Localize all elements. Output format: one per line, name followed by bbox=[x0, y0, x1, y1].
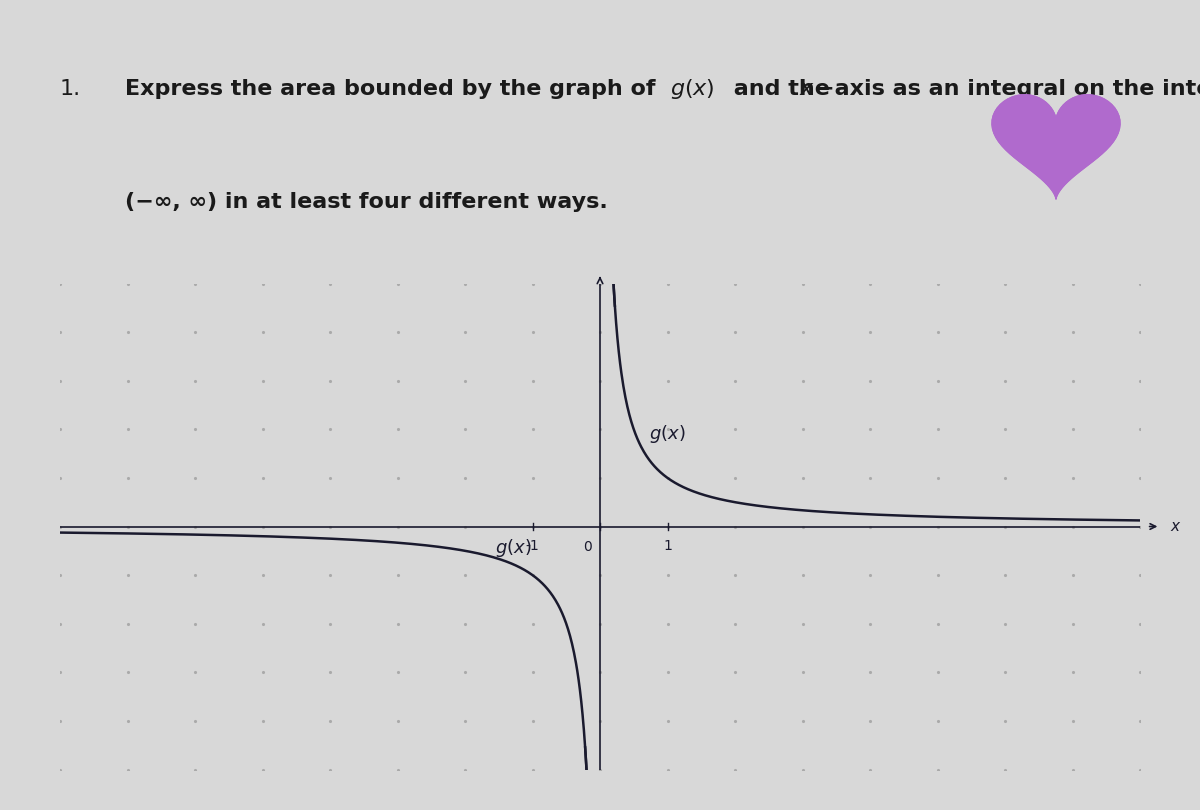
Text: $g(x)$: $g(x)$ bbox=[670, 77, 715, 101]
Text: $g(x)$: $g(x)$ bbox=[649, 423, 685, 445]
Text: $x$: $x$ bbox=[799, 79, 815, 99]
Text: and the: and the bbox=[726, 79, 838, 99]
Text: 1.: 1. bbox=[60, 79, 82, 99]
Text: -1: -1 bbox=[526, 539, 539, 552]
Text: x: x bbox=[1170, 519, 1180, 534]
Text: −axis as an integral on the interval: −axis as an integral on the interval bbox=[816, 79, 1200, 99]
Polygon shape bbox=[992, 95, 1120, 198]
Text: 0: 0 bbox=[583, 540, 593, 554]
Text: Express the area bounded by the graph of: Express the area bounded by the graph of bbox=[125, 79, 664, 99]
Text: $g(x)$: $g(x)$ bbox=[496, 537, 532, 559]
Text: 1: 1 bbox=[664, 539, 672, 552]
Text: (−∞, ∞) in at least four different ways.: (−∞, ∞) in at least four different ways. bbox=[125, 193, 607, 212]
